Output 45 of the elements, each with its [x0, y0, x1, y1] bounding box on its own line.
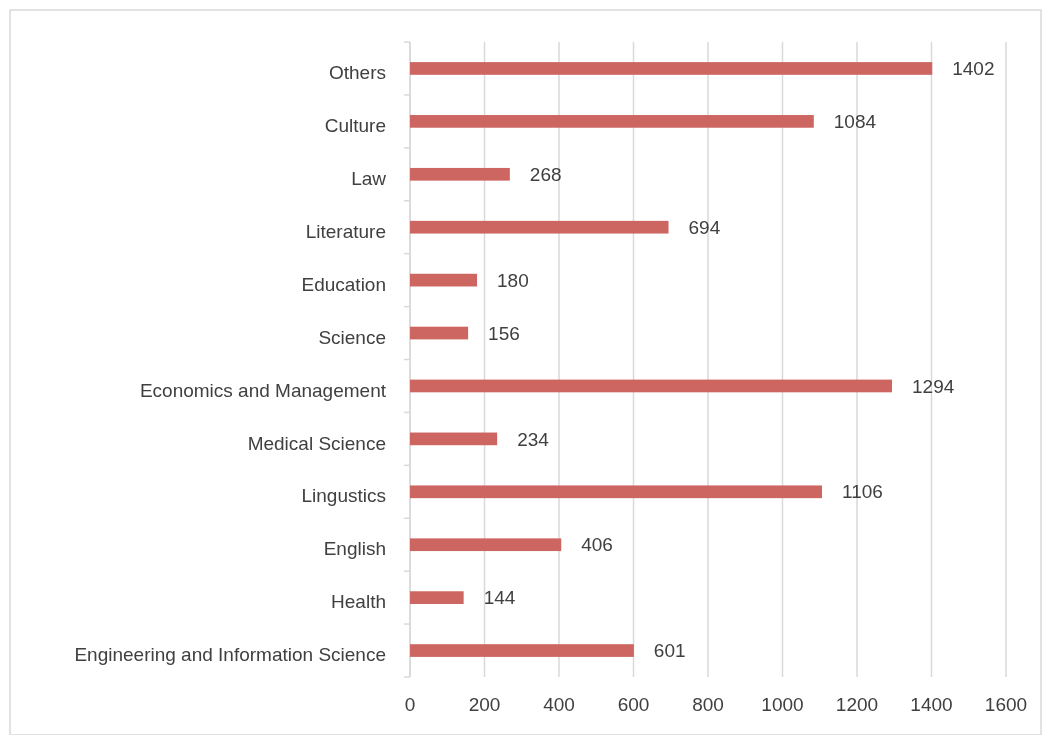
y-tick-label: English — [323, 538, 386, 560]
y-tick-label: Literature — [305, 220, 386, 242]
bar — [410, 62, 933, 75]
bar — [410, 538, 562, 552]
y-tick-label: Science — [318, 326, 386, 348]
x-tick-label: 1400 — [910, 694, 953, 715]
bar — [410, 326, 469, 340]
data-label: 268 — [529, 163, 562, 185]
x-tick-label: 200 — [468, 694, 501, 715]
y-tick-label: Education — [301, 273, 386, 295]
y-tick-label: Medical Science — [247, 432, 386, 454]
bar — [410, 644, 634, 657]
y-tick-label: Culture — [324, 115, 386, 137]
data-label: 1106 — [841, 481, 883, 503]
bar — [410, 432, 498, 446]
data-label: 156 — [488, 322, 520, 344]
data-label: 180 — [497, 269, 529, 291]
bar — [410, 379, 893, 393]
x-tick-label: 800 — [692, 694, 724, 715]
data-label: 234 — [517, 428, 550, 450]
data-label: 144 — [483, 587, 516, 609]
data-label: 694 — [688, 216, 721, 238]
bar — [410, 115, 814, 128]
data-label: 1084 — [833, 111, 877, 133]
x-tick-label: 400 — [543, 694, 575, 715]
data-label: 1294 — [912, 375, 955, 397]
y-tick-label: Others — [328, 62, 386, 84]
y-tick-label: Health — [331, 591, 386, 613]
x-tick-label: 1600 — [984, 694, 1028, 715]
x-tick-label: 1000 — [761, 694, 804, 715]
bar — [410, 273, 478, 287]
y-tick-label: Economics and Management — [139, 379, 387, 401]
bar — [410, 167, 510, 181]
data-label: 406 — [581, 534, 613, 556]
y-tick-label: Lingustics — [301, 485, 386, 507]
bar — [410, 485, 822, 499]
x-tick-label: 1200 — [835, 694, 879, 715]
x-tick-label: 600 — [617, 694, 650, 715]
bar — [410, 591, 464, 604]
y-tick-label: Engineering and Information Science — [74, 644, 386, 666]
x-tick-label: 0 — [404, 694, 416, 715]
bar — [410, 220, 669, 234]
y-tick-label: Law — [351, 167, 387, 189]
data-label: 1402 — [952, 58, 995, 80]
data-label: 601 — [653, 640, 686, 662]
